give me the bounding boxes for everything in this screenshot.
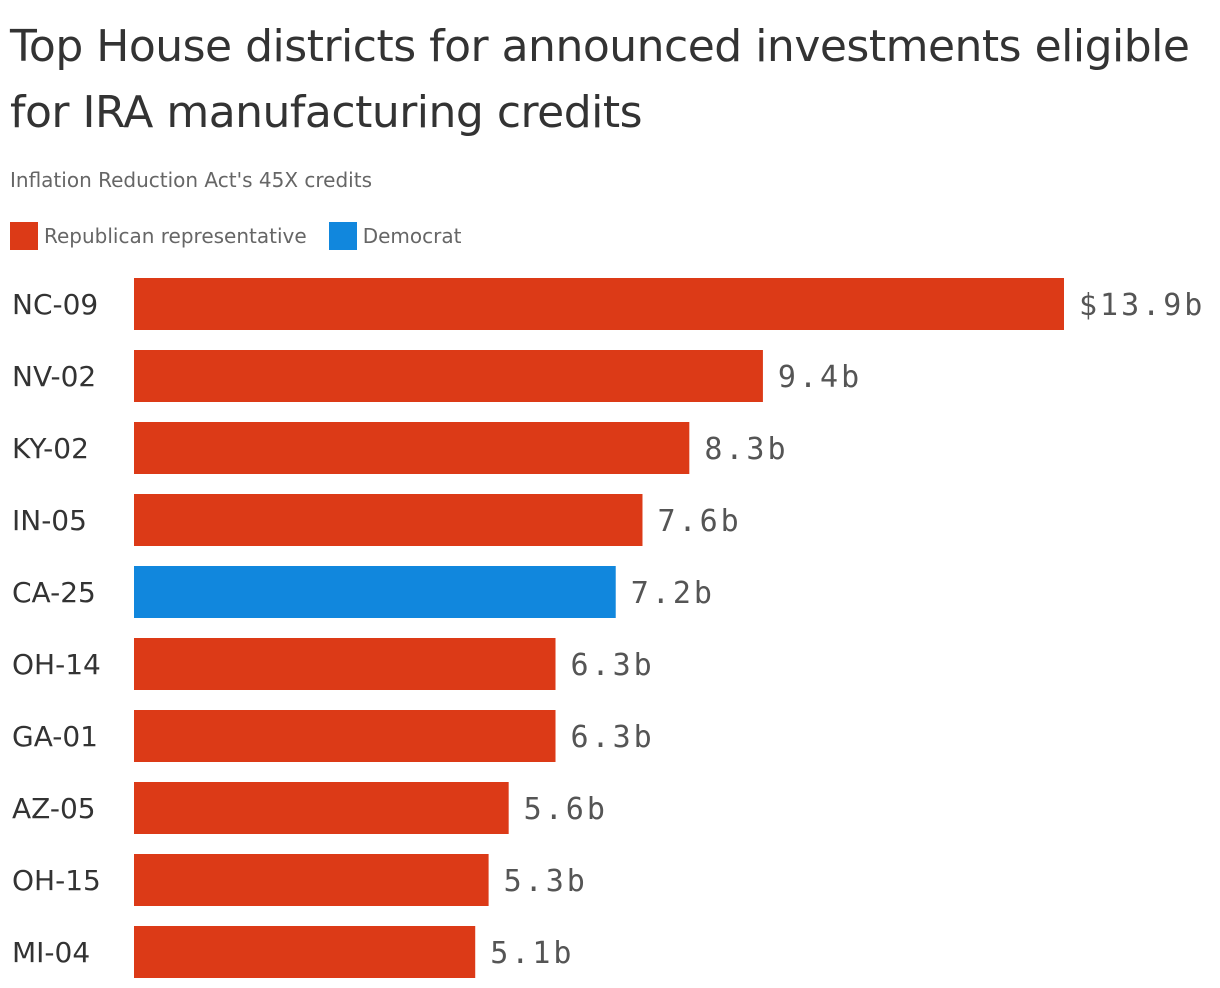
bar-ky-02 [134,422,690,474]
bar-oh-14 [134,638,556,690]
legend-item-republican: Republican representative [10,222,307,250]
value-label-oh-15: 5.3b [504,864,588,899]
category-label-ga-01: GA-01 [12,720,98,753]
category-label-ca-25: CA-25 [12,576,96,609]
value-label-nv-02: 9.4b [778,360,862,395]
category-label-oh-15: OH-15 [12,864,101,897]
bar-mi-04 [134,926,476,978]
bar-oh-15 [134,854,489,906]
chart-title: Top House districts for announced invest… [10,21,1190,138]
value-label-mi-04: 5.1b [490,936,574,971]
category-label-nv-02: NV-02 [12,360,96,393]
category-label-nc-09: NC-09 [12,288,98,321]
chart-subtitle: Inflation Reduction Act's 45X credits [10,168,372,192]
value-label-az-05: 5.6b [524,792,608,827]
legend: Republican representative Democrat [10,222,483,250]
value-label-oh-14: 6.3b [571,648,655,683]
category-label-oh-14: OH-14 [12,648,101,681]
bar-az-05 [134,782,509,834]
bar-ca-25 [134,566,616,618]
bar-in-05 [134,494,643,546]
bar-nc-09 [134,278,1064,330]
bar-chart: NC-09 $13.9b NV-02 9.4b KY-02 8.3b IN-05 7.6b CA… [12,278,1205,978]
value-label-nc-09: $13.9b [1079,288,1205,323]
category-label-ky-02: KY-02 [12,432,89,465]
category-label-in-05: IN-05 [12,504,87,537]
value-label-ky-02: 8.3b [704,432,788,467]
legend-swatch-republican [10,222,38,250]
legend-label-democrat: Democrat [362,224,462,248]
legend-item-democrat: Democrat [328,222,462,250]
value-label-ca-25: 7.2b [631,576,715,611]
bar-ga-01 [134,710,556,762]
bar-nv-02 [134,350,763,402]
category-label-mi-04: MI-04 [12,936,90,969]
value-label-ga-01: 6.3b [571,720,655,755]
legend-swatch-democrat [328,222,357,250]
category-label-az-05: AZ-05 [12,792,96,825]
legend-label-republican: Republican representative [44,224,307,248]
value-label-in-05: 7.6b [657,504,741,539]
